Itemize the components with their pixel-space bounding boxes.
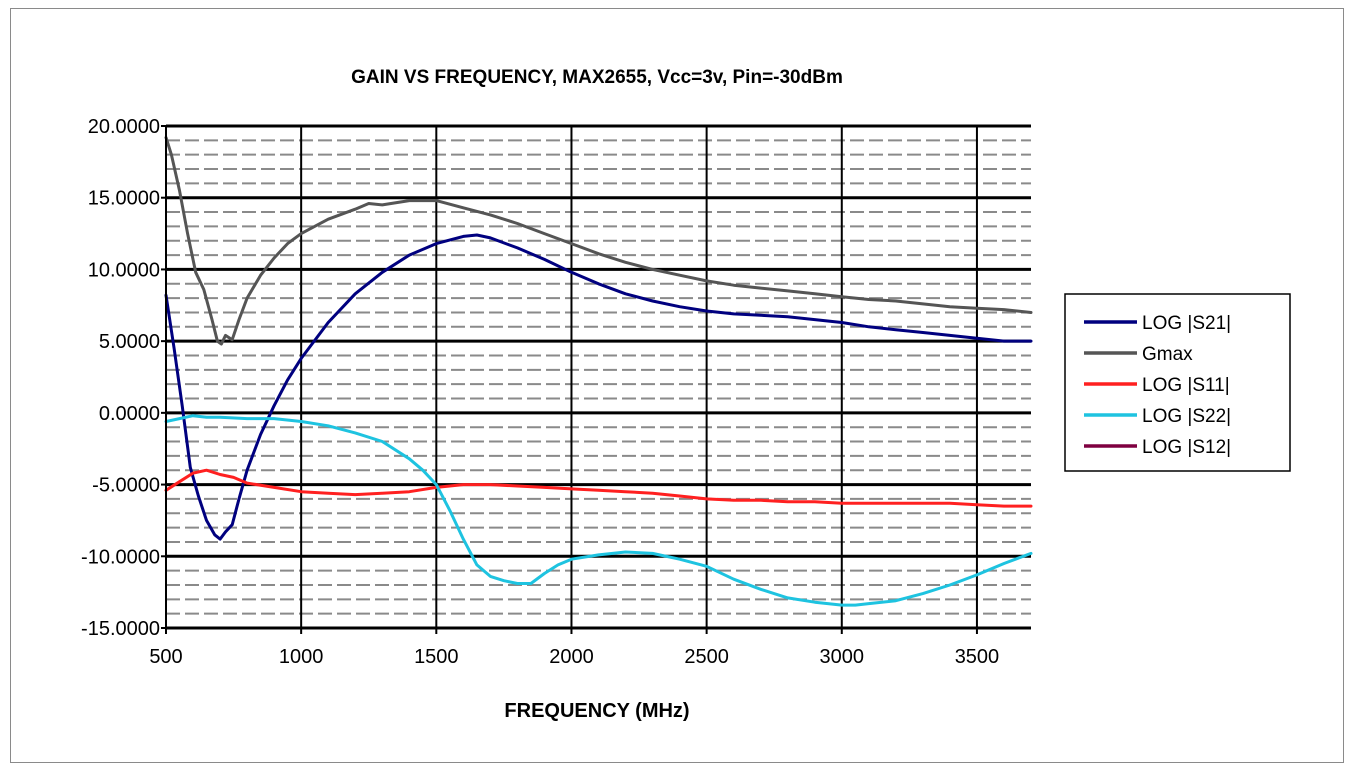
axis-layer: 20.0000 15.0000 10.0000 5.0000 0.0000 -5.0000… — [81, 116, 1031, 668]
x-tick-label: 500 — [149, 646, 182, 668]
y-tick-label: 5.0000 — [99, 331, 160, 353]
chart-frame: GAIN VS FREQUENCY, MAX2655, Vcc=3v, Pin=… — [10, 8, 1344, 763]
grid-layer — [165, 124, 1031, 630]
chart-title: GAIN VS FREQUENCY, MAX2655, Vcc=3v, Pin=… — [351, 67, 843, 88]
legend-label: LOG |S12| — [1142, 437, 1231, 458]
x-tick-label: 3000 — [820, 646, 865, 668]
legend-label: LOG |S22| — [1142, 406, 1231, 427]
series-line-log-s11 — [164, 468, 1033, 508]
y-tick-label: -10.0000 — [81, 546, 160, 568]
x-tick-label: 1000 — [279, 646, 324, 668]
y-tick-label: -15.0000 — [81, 618, 160, 640]
x-tick-label: 1500 — [414, 646, 459, 668]
x-tick-label: 3500 — [955, 646, 1000, 668]
chart-svg: GAIN VS FREQUENCY, MAX2655, Vcc=3v, Pin=… — [81, 67, 1291, 722]
y-tick-label: 10.0000 — [88, 259, 160, 281]
legend-label: Gmax — [1142, 344, 1193, 365]
legend: LOG |S21| Gmax LOG |S11| LOG |S22| LOG |S12| — [1064, 293, 1291, 472]
series-line-gmax — [164, 136, 1033, 346]
y-tick-label: -5.0000 — [92, 475, 160, 497]
y-tick-label: 0.0000 — [99, 403, 160, 425]
legend-label: LOG |S21| — [1142, 313, 1231, 334]
series-layer — [164, 136, 1033, 607]
x-axis-title: FREQUENCY (MHz) — [504, 700, 689, 722]
series-line-log-s22 — [164, 414, 1033, 607]
x-tick-label: 2000 — [549, 646, 594, 668]
x-tick-label: 2500 — [684, 646, 729, 668]
series-line-log-s21 — [164, 233, 1033, 541]
legend-label: LOG |S11| — [1142, 375, 1230, 396]
y-tick-label: 20.0000 — [88, 116, 160, 138]
y-tick-label: 15.0000 — [88, 188, 160, 210]
